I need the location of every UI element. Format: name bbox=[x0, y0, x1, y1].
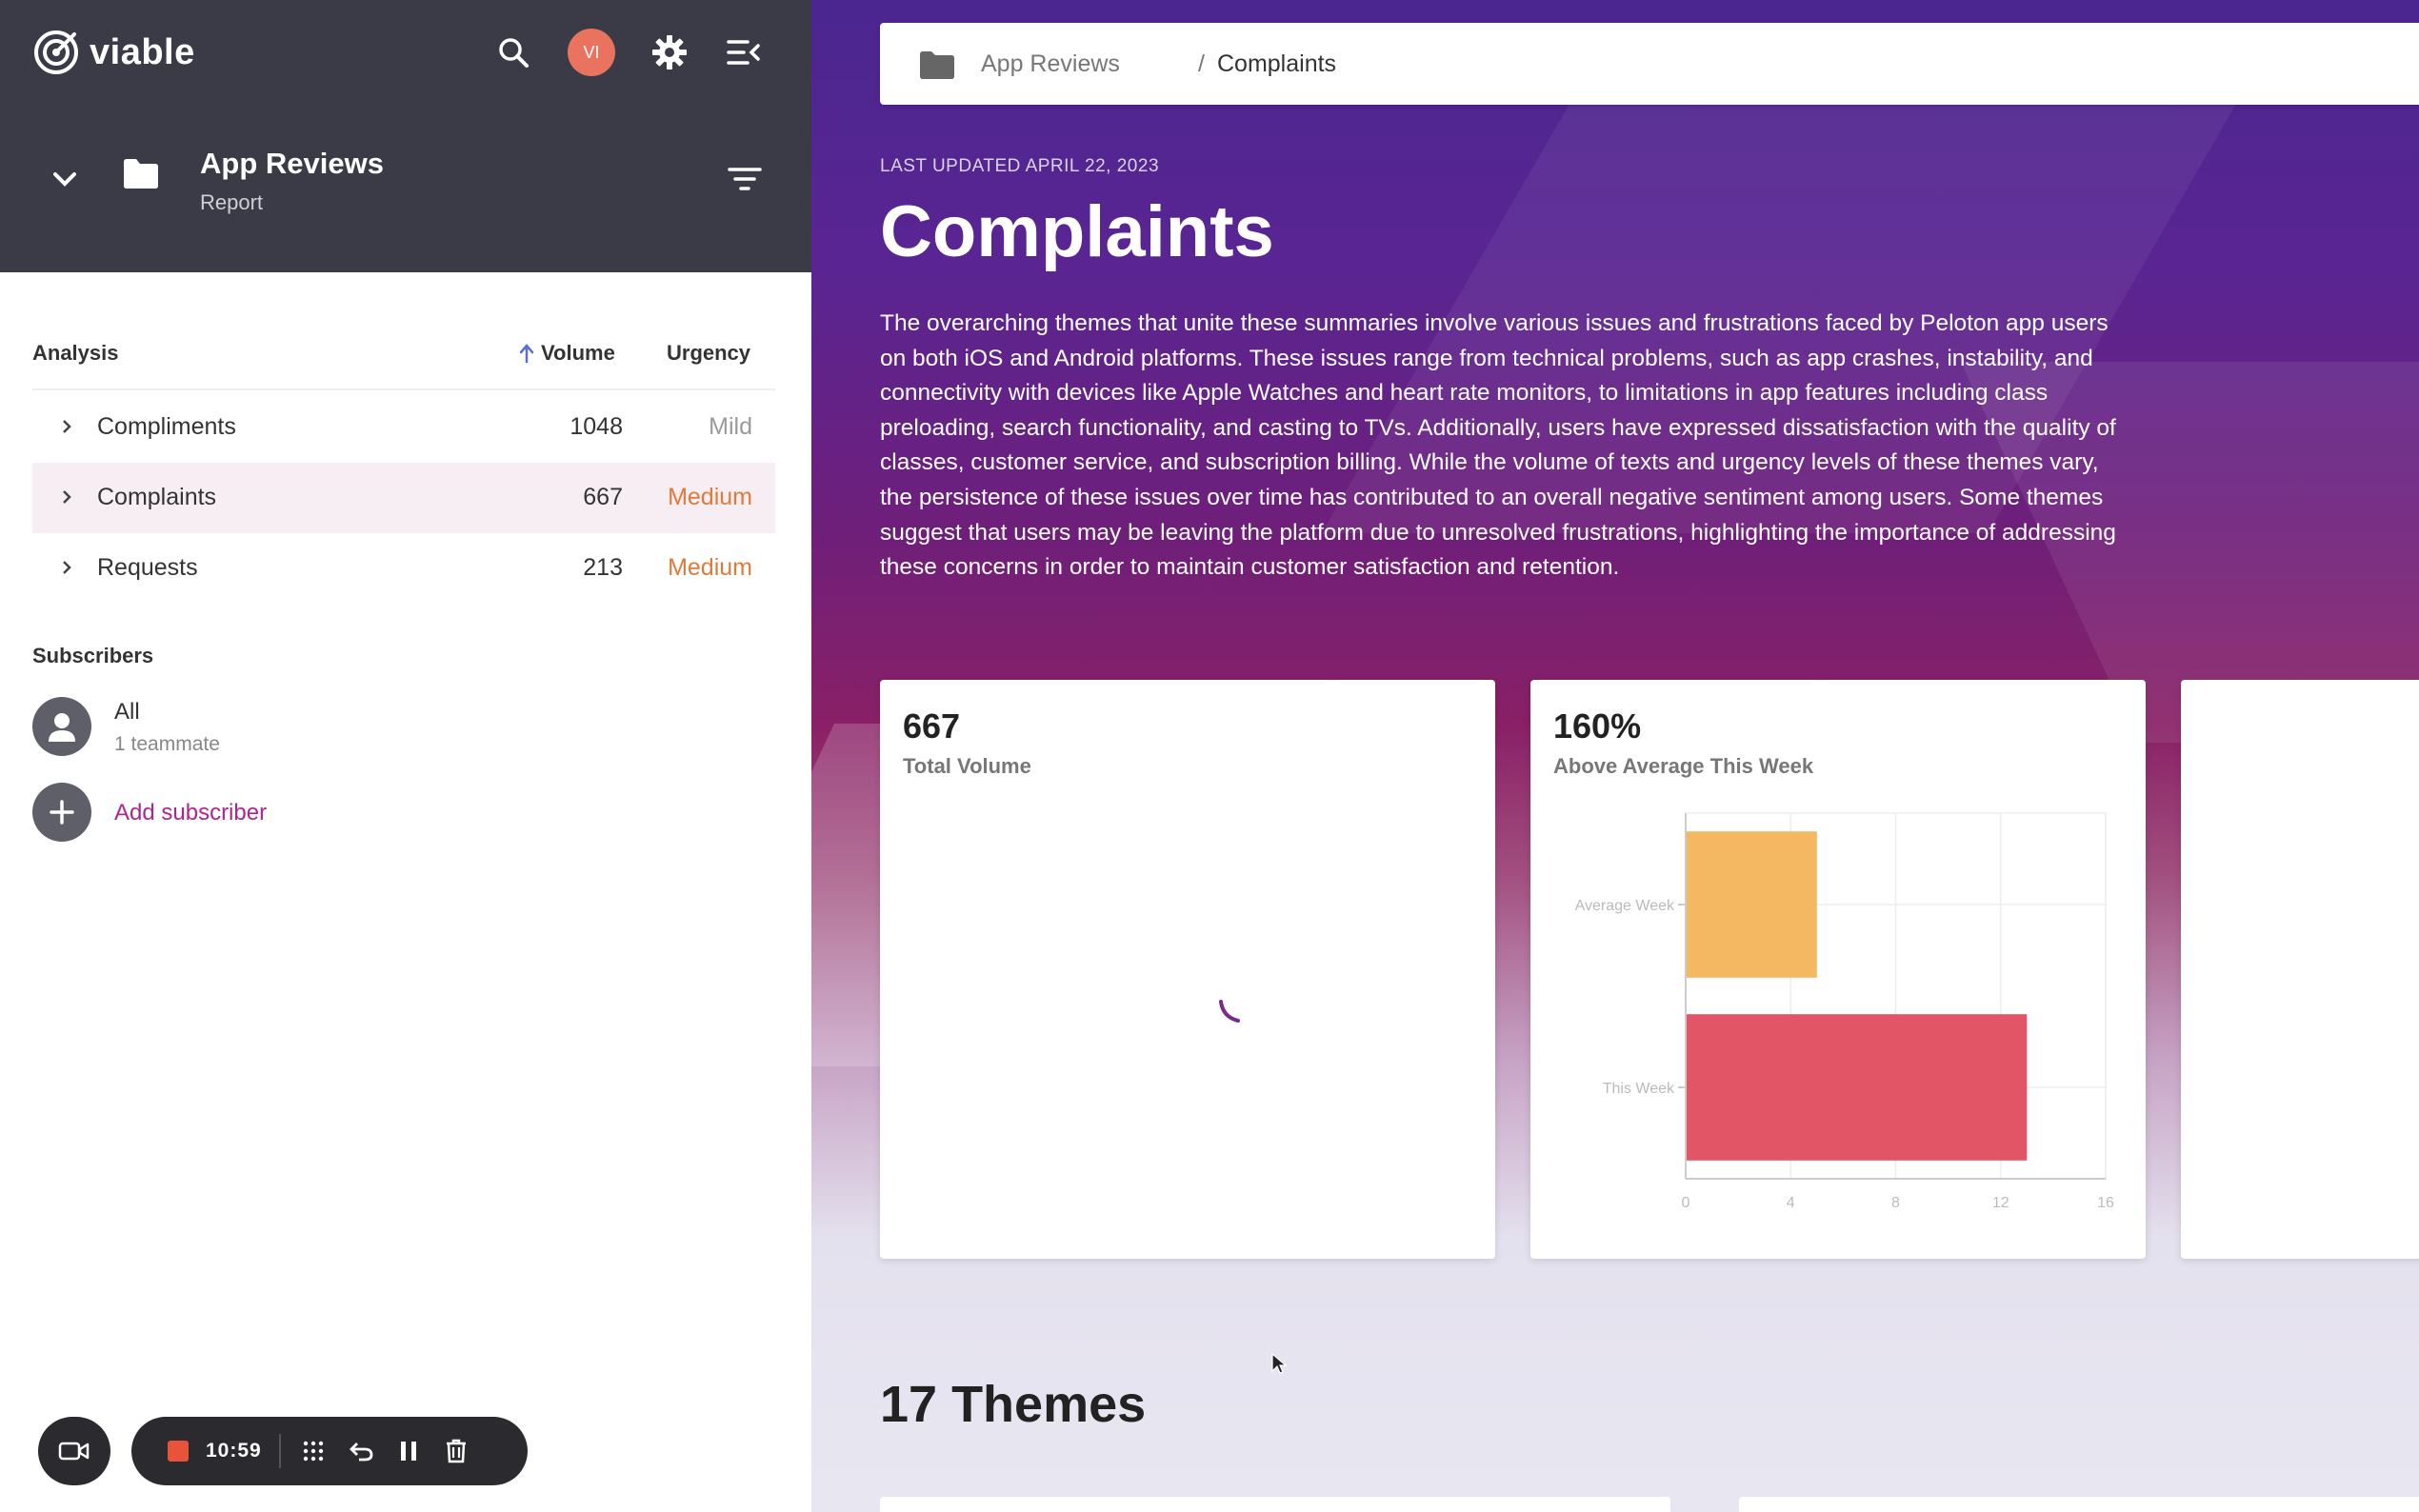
analysis-row-label: Requests bbox=[97, 554, 198, 581]
analysis-row-requests[interactable]: Requests 213 Medium bbox=[32, 533, 775, 604]
folder-icon bbox=[920, 51, 954, 79]
plus-icon bbox=[32, 783, 91, 842]
project-header: App Reviews Report bbox=[0, 143, 811, 219]
analysis-row-volume: 213 bbox=[583, 554, 623, 581]
chart-x-tick-label: 16 bbox=[2097, 1195, 2114, 1211]
chart-x-tick-label: 0 bbox=[1682, 1195, 1690, 1211]
gear-icon[interactable] bbox=[646, 29, 693, 76]
add-subscriber-button[interactable]: Add subscriber bbox=[32, 783, 509, 844]
stop-recording-button[interactable] bbox=[168, 1441, 189, 1462]
logo[interactable]: viable bbox=[32, 29, 195, 76]
analysis-row-urgency: Mild bbox=[709, 413, 752, 440]
volume-header-label: Volume bbox=[541, 341, 615, 365]
chevron-right-icon bbox=[63, 490, 71, 504]
subscriber-meta: 1 teammate bbox=[114, 733, 220, 755]
theme-card[interactable] bbox=[1739, 1497, 2419, 1512]
undo-icon[interactable] bbox=[346, 1436, 376, 1466]
filter-icon[interactable] bbox=[726, 162, 764, 196]
chart-x-tick-label: 8 bbox=[1891, 1195, 1900, 1211]
analysis-row-complaints[interactable]: Complaints 667 Medium bbox=[32, 463, 775, 533]
drag-grid-icon[interactable] bbox=[298, 1436, 329, 1466]
target-logo-icon bbox=[34, 30, 78, 74]
recording-timer: 10:59 bbox=[206, 1440, 262, 1462]
card-label: Total Volume bbox=[903, 754, 1031, 778]
chart-category-label: Average Week bbox=[1575, 898, 1675, 914]
mouse-cursor-icon bbox=[1271, 1352, 1288, 1374]
folder-icon bbox=[124, 159, 158, 189]
analysis-row-urgency: Medium bbox=[668, 484, 752, 510]
chart-bar bbox=[1686, 1014, 2028, 1161]
chart-x-tick-label: 4 bbox=[1787, 1195, 1795, 1211]
urgency-header[interactable]: Urgency bbox=[667, 341, 751, 365]
breadcrumb-current: Complaints bbox=[1217, 50, 1337, 77]
chevron-down-icon[interactable] bbox=[48, 162, 82, 196]
analysis-row-volume: 1048 bbox=[570, 413, 623, 440]
breadcrumb-parent[interactable]: App Reviews bbox=[981, 50, 1120, 77]
analysis-table-header: Analysis Volume Urgency bbox=[32, 337, 775, 390]
project-subtitle: Report bbox=[200, 190, 264, 214]
analysis-row-urgency: Medium bbox=[668, 554, 752, 581]
subscribers-heading: Subscribers bbox=[32, 644, 154, 667]
volume-sort-header[interactable]: Volume bbox=[518, 341, 615, 366]
logo-text: viable bbox=[90, 31, 195, 72]
chart-category-label: This Week bbox=[1603, 1081, 1675, 1097]
analysis-row-label: Complaints bbox=[97, 484, 217, 510]
subscriber-item[interactable]: All 1 teammate bbox=[32, 697, 509, 758]
pause-icon[interactable] bbox=[393, 1436, 424, 1466]
video-camera-icon bbox=[58, 1442, 90, 1461]
camera-button[interactable] bbox=[38, 1417, 110, 1485]
analysis-row-compliments[interactable]: Compliments 1048 Mild bbox=[32, 392, 775, 463]
analysis-heading: Analysis bbox=[32, 341, 119, 365]
subscriber-name: All bbox=[114, 699, 140, 725]
page-description: The overarching themes that unite these … bbox=[880, 310, 2116, 581]
card-label: Above Average This Week bbox=[1553, 754, 1814, 778]
weekly-trend-card: 160% Above Average This Week 0 4 8 12 16 Aver… bbox=[1530, 680, 2146, 1259]
theme-card[interactable] bbox=[880, 1497, 1670, 1512]
analysis-row-label: Compliments bbox=[97, 413, 236, 440]
breadcrumb-separator: / bbox=[1198, 50, 1205, 77]
chevron-right-icon bbox=[63, 420, 71, 433]
analysis-row-volume: 667 bbox=[583, 484, 623, 510]
add-subscriber-label: Add subscriber bbox=[114, 800, 268, 826]
loading-spinner-icon bbox=[1219, 1000, 1240, 1023]
recording-toolbar: 10:59 bbox=[131, 1417, 528, 1485]
search-icon[interactable] bbox=[490, 29, 537, 76]
user-avatar[interactable]: VI bbox=[568, 29, 615, 76]
collapse-menu-icon[interactable] bbox=[720, 29, 768, 76]
chevron-right-icon bbox=[63, 561, 71, 574]
card-value: 667 bbox=[903, 706, 961, 746]
trash-icon[interactable] bbox=[441, 1436, 471, 1466]
sidebar-header: viable VI App Reviews bbox=[0, 0, 811, 272]
themes-heading: 17 Themes bbox=[880, 1376, 1147, 1433]
total-volume-card: 667 Total Volume bbox=[880, 680, 1495, 1259]
arrow-up-icon bbox=[519, 344, 534, 364]
partial-card bbox=[2181, 680, 2419, 1259]
project-title: App Reviews bbox=[200, 147, 384, 180]
weekly-bar-chart: 0 4 8 12 16 Average Week This Week bbox=[1575, 812, 2114, 1211]
main-content: App Reviews / Complaints LAST UPDATED AP… bbox=[811, 0, 2419, 1512]
chart-bar bbox=[1686, 831, 1817, 978]
person-icon bbox=[32, 697, 91, 756]
breadcrumb: App Reviews / Complaints bbox=[880, 23, 2419, 105]
card-value: 160% bbox=[1553, 706, 1642, 746]
page-title: Complaints bbox=[880, 191, 1274, 272]
last-updated: LAST UPDATED APRIL 22, 2023 bbox=[880, 156, 1160, 176]
toolbar-divider bbox=[278, 1434, 281, 1468]
sidebar: viable VI App Reviews bbox=[0, 0, 811, 1512]
chart-x-tick-label: 12 bbox=[1992, 1195, 2009, 1211]
